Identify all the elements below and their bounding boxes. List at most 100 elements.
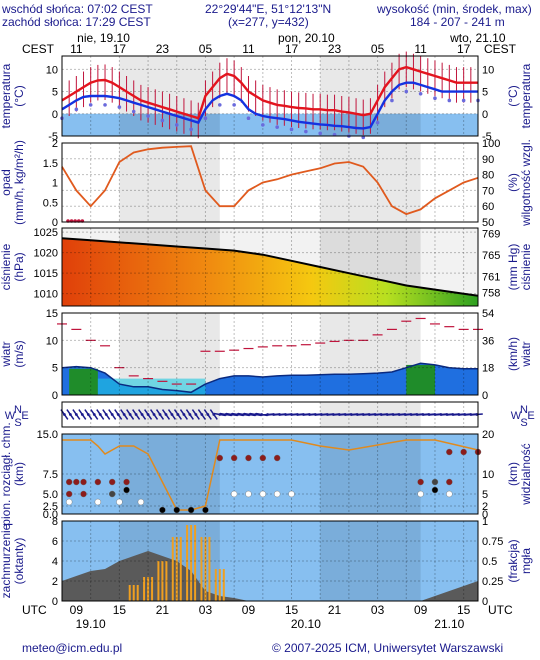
pressure-l-tick-1: 1020 xyxy=(34,248,58,260)
cloud-base-dot xyxy=(65,490,73,498)
hour-top-0: 11 xyxy=(70,42,83,56)
pressure-r-tick-0: 769 xyxy=(482,228,500,240)
cloud-base-dot xyxy=(446,490,453,498)
compass-e-left: E xyxy=(21,410,28,422)
temp-min-dot xyxy=(304,129,308,134)
wind-arrow-head xyxy=(182,413,186,416)
cloud-l-tick-0: 8 xyxy=(52,516,58,528)
wind-r-tick-2: 18 xyxy=(482,363,494,375)
day-bottom-2: 21.10 xyxy=(434,617,464,631)
cloud-base-dot xyxy=(94,498,102,506)
cloud-base-dot xyxy=(446,448,453,456)
compass-w-right: W xyxy=(511,410,522,422)
height-label: wysokość (min, środek, max) xyxy=(377,2,532,16)
hour-top-4: 11 xyxy=(242,42,255,56)
precip-r-tick-0: 100 xyxy=(482,138,500,150)
precip-bg xyxy=(62,143,478,222)
cloud-l-tick-1: 6 xyxy=(52,536,58,548)
vis-r-tick-0: 20 xyxy=(482,429,494,441)
cloud-base-dot xyxy=(259,454,267,462)
hour-top-1: 17 xyxy=(113,42,127,56)
hour-bottom-0: 09 xyxy=(70,603,84,617)
precip-l-tick-3: 0.5 xyxy=(43,197,58,209)
temp-min-dot xyxy=(447,98,452,103)
compass-s-left: S xyxy=(14,417,21,429)
temp-l-tick-0: 10 xyxy=(46,64,58,76)
temp-label-left-1: (°C) xyxy=(12,85,26,106)
temp-min-dot xyxy=(160,118,165,123)
temp-r-tick-2: 0 xyxy=(482,109,488,121)
temp-min-dot xyxy=(390,98,394,103)
temp-min-dot xyxy=(433,96,437,101)
vis-bg xyxy=(62,434,478,514)
hour-bottom-6: 21 xyxy=(328,603,342,617)
precip-border xyxy=(61,142,479,223)
cloud-base-dot xyxy=(273,454,281,462)
temp-min-dot xyxy=(261,123,265,127)
temp-border xyxy=(61,55,479,137)
sunset-text: zachód słońca: 17:29 CEST xyxy=(2,15,151,29)
cloud-base-dot xyxy=(109,490,116,498)
compass-n-right: N xyxy=(520,404,528,416)
hour-top-7: 05 xyxy=(371,42,385,56)
wind-arrow-head xyxy=(152,413,156,416)
cloud-base-dot xyxy=(159,506,166,514)
cloud-l-tick-4: 0 xyxy=(52,596,58,608)
vis-l-tick-2: 5.0 xyxy=(43,489,58,501)
pressure-label-left-0: ciśnienie xyxy=(0,243,13,290)
cloud-base-dot xyxy=(109,478,116,486)
temp-l-tick-3: -5 xyxy=(48,131,58,143)
vis-r-tick-4: 0 xyxy=(482,509,488,521)
winddir-border xyxy=(61,401,479,428)
precip-l-tick-0: 2 xyxy=(52,138,58,150)
wind-arrow-head xyxy=(62,413,66,416)
cloud-base-dot xyxy=(65,478,73,486)
wind-arrow-head xyxy=(86,413,90,416)
hour-bottom-7: 03 xyxy=(371,603,385,617)
cloud-base-dot xyxy=(80,478,87,486)
hour-bottom-9: 15 xyxy=(457,603,471,617)
precip-l-tick-4: 0 xyxy=(52,217,58,229)
temp-r-tick-3: -5 xyxy=(482,131,492,143)
pressure-area xyxy=(62,238,478,306)
wind-speed-area xyxy=(62,363,478,395)
pressure-label-right-0: (mm Hg) xyxy=(506,244,520,291)
cloud-base-dot xyxy=(73,478,80,486)
cloud-base-dot xyxy=(173,506,180,514)
cloud-label-left-0: zachmurzenie xyxy=(0,523,13,598)
temp-min-dot xyxy=(131,109,136,114)
precip-label-right-0: (%) xyxy=(506,173,520,192)
cloud-base-dot xyxy=(80,490,87,498)
cloud-label-right-1: mgła xyxy=(519,548,533,574)
wind-arrow-head xyxy=(200,413,204,416)
cloud-l-tick-3: 2 xyxy=(52,576,58,588)
temp-min-dot xyxy=(375,120,380,125)
wind-arrow-head xyxy=(116,413,120,416)
cloud-base-dot xyxy=(123,478,130,486)
vis-label-left-1: (km) xyxy=(12,462,26,486)
temp-r-tick-0: 10 xyxy=(482,64,494,76)
cloud-base-dot xyxy=(94,478,102,486)
cloud-r-tick-4: 0 xyxy=(482,596,488,608)
precip-night-1 xyxy=(320,143,421,222)
cloud-r-tick-3: 0.25 xyxy=(482,576,503,588)
cloud-base-dot xyxy=(230,490,238,498)
temp-min-dot xyxy=(88,103,93,107)
pressure-r-tick-3: 758 xyxy=(482,288,500,300)
temp-min-dot xyxy=(318,131,323,136)
compass-s-right: S xyxy=(520,417,527,429)
wind-label-left-0: wiatr xyxy=(0,341,13,367)
cloud-r-tick-1: 0.75 xyxy=(482,536,503,548)
coordinates-text: 22°29'44"E, 51°12'13"N xyxy=(205,2,332,16)
precip-r-tick-2: 80 xyxy=(482,170,494,182)
temp-line xyxy=(61,65,478,120)
precip-r-tick-4: 60 xyxy=(482,201,494,213)
wind-arrow-head xyxy=(146,413,150,416)
temp-label-right-0: (°C) xyxy=(506,85,520,106)
wind-border xyxy=(61,312,479,396)
wind-arrow-head xyxy=(194,413,198,416)
footer-email[interactable]: meteo@icm.edu.pl xyxy=(22,641,123,655)
cloud-base-dot xyxy=(216,454,223,462)
temp-min-dot xyxy=(74,107,79,112)
